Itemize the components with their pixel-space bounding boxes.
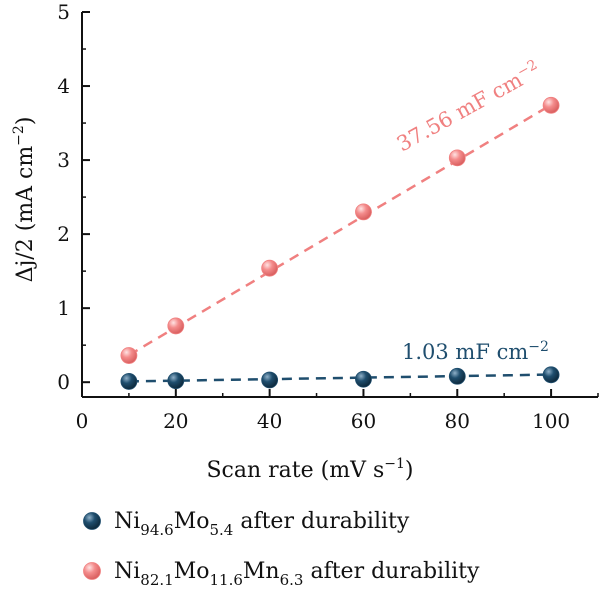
legend-marker-0 — [83, 512, 101, 530]
legend-label-0: Ni94.6Mo5.4 after durability — [114, 509, 410, 539]
legend-label-1: Ni82.1Mo11.6Mn6.3 after durability — [114, 559, 480, 589]
data-point-0-1 — [167, 372, 185, 390]
fit-line-1 — [128, 103, 552, 357]
x-tick-label-3: 60 — [351, 409, 376, 433]
legend-entry-1: Ni82.1Mo11.6Mn6.3 after durability — [83, 559, 480, 589]
data-point-1-4 — [448, 149, 466, 167]
y-tick-label-2: 2 — [57, 222, 70, 246]
y-tick-label-0: 0 — [57, 370, 70, 394]
data-point-1-0 — [120, 347, 138, 364]
data-point-0-3 — [355, 370, 372, 388]
x-tick-label-4: 80 — [445, 409, 470, 433]
fit-line-0 — [128, 373, 552, 383]
y-tick-label-4: 4 — [57, 74, 70, 98]
x-tick-label-1: 20 — [163, 409, 188, 433]
fit-label-1: 37.56 mF cm−2 — [392, 57, 544, 157]
y-tick-label-5: 5 — [57, 0, 70, 24]
data-point-0-4 — [448, 367, 466, 385]
data-point-0-0 — [120, 373, 138, 390]
data-point-1-5 — [542, 96, 560, 114]
y-tick-label-3: 3 — [57, 148, 70, 172]
data-point-0-2 — [261, 371, 279, 389]
data-point-1-2 — [261, 259, 279, 277]
y-axis-title: Δj/2 (mA cm−2) — [11, 117, 38, 283]
fit-label-0: 1.03 mF cm−2 — [402, 339, 549, 364]
x-tick-label-0: 0 — [76, 409, 89, 433]
x-tick-label-2: 40 — [257, 409, 282, 433]
data-point-0-5 — [542, 366, 560, 384]
y-tick-label-1: 1 — [57, 296, 70, 320]
legend-marker-1 — [83, 562, 101, 580]
legend-entry-0: Ni94.6Mo5.4 after durability — [83, 509, 410, 539]
data-point-1-3 — [355, 203, 372, 221]
data-point-1-1 — [167, 317, 185, 335]
x-tick-label-5: 100 — [532, 409, 570, 433]
x-axis-title: Scan rate (mV s−1) — [206, 456, 413, 483]
